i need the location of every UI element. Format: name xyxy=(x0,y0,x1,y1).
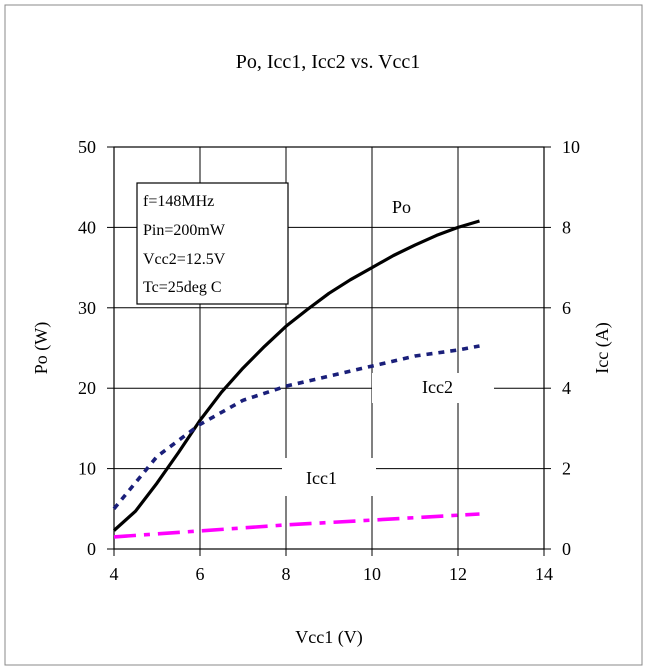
condition-tc: Tc=25deg C xyxy=(143,279,222,296)
y-left-tick-labels: 0 10 20 30 40 50 xyxy=(78,137,96,559)
x-tick-label-6: 6 xyxy=(196,564,205,584)
series-label-icc2: Icc2 xyxy=(422,377,453,397)
x-axis-label: Vcc1 (V) xyxy=(295,627,362,648)
x-tick-label-10: 10 xyxy=(363,564,381,584)
y-right-tick-label-6: 6 xyxy=(562,298,571,318)
y-right-tick-labels: 0 2 4 6 8 10 xyxy=(562,137,580,559)
plot-area-border xyxy=(113,146,545,550)
x-tick-labels: 4 6 8 10 12 14 xyxy=(110,564,554,584)
tick-marks xyxy=(107,146,551,556)
x-tick-label-14: 14 xyxy=(535,564,553,584)
y-right-tick-label-8: 8 xyxy=(562,217,571,237)
y-left-tick-label-40: 40 xyxy=(78,217,96,237)
x-tick-label-12: 12 xyxy=(449,564,467,584)
y-left-axis-label: Po (W) xyxy=(31,322,52,375)
series-label-icc1: Icc1 xyxy=(306,468,337,488)
y-left-tick-label-50: 50 xyxy=(78,137,96,157)
condition-frequency: f=148MHz xyxy=(143,193,214,210)
series-lines xyxy=(112,219,480,539)
chart-frame xyxy=(4,4,643,666)
series-label-po: Po xyxy=(392,197,411,217)
icc2-label-mask xyxy=(372,373,494,403)
y-right-tick-label-0: 0 xyxy=(562,539,571,559)
y-left-tick-label-10: 10 xyxy=(78,459,96,479)
condition-pin: Pin=200mW xyxy=(143,222,226,239)
x-tick-label-4: 4 xyxy=(110,564,119,584)
chart-title: Po, Icc1, Icc2 vs. Vcc1 xyxy=(236,51,421,73)
y-right-axis-label: Icc (A) xyxy=(592,322,613,373)
series-line-po xyxy=(112,219,480,532)
y-right-tick-label-10: 10 xyxy=(562,137,580,157)
condition-vcc2: Vcc2=12.5V xyxy=(143,251,226,268)
y-right-tick-label-4: 4 xyxy=(562,378,571,398)
conditions-box: f=148MHz Pin=200mW Vcc2=12.5V Tc=25deg C xyxy=(136,182,289,305)
y-left-tick-label-0: 0 xyxy=(87,539,96,559)
y-left-tick-label-30: 30 xyxy=(78,298,96,318)
icc1-label-mask xyxy=(282,458,376,496)
y-right-tick-label-2: 2 xyxy=(562,459,571,479)
y-left-tick-label-20: 20 xyxy=(78,378,96,398)
conditions-box-frame xyxy=(136,182,289,305)
x-tick-label-8: 8 xyxy=(282,564,291,584)
